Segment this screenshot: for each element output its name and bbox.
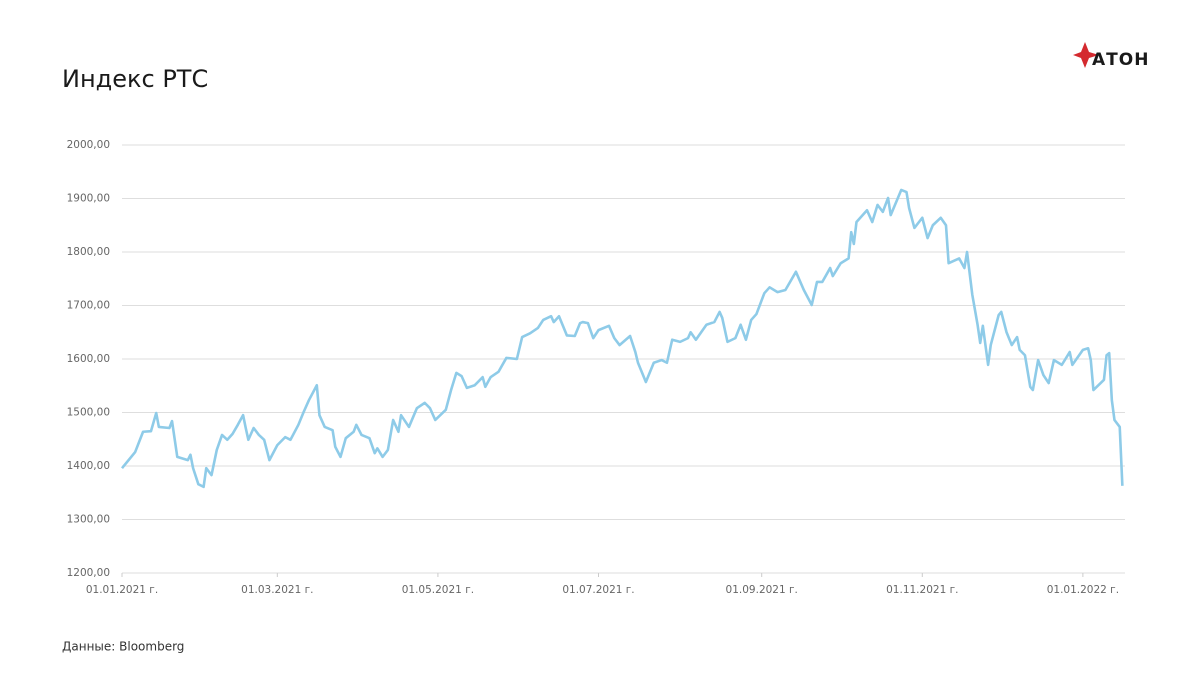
y-tick-label: 1800,00 — [67, 246, 110, 258]
logo-text: АТОН — [1092, 50, 1149, 70]
y-tick-label: 2000,00 — [67, 139, 110, 151]
x-tick-label: 01.11.2021 г. — [886, 584, 958, 596]
chart-title: Индекс РТС — [62, 65, 208, 93]
y-tick-label: 1400,00 — [67, 460, 110, 472]
y-tick-label: 1300,00 — [67, 514, 110, 526]
y-tick-label: 1700,00 — [67, 300, 110, 312]
price-line — [120, 188, 1124, 489]
y-tick-label: 1900,00 — [67, 193, 110, 205]
x-tick-label: 01.09.2021 г. — [726, 584, 798, 596]
logo: АТОН — [1073, 42, 1149, 70]
y-tick-label: 1600,00 — [67, 353, 110, 365]
x-tick-label: 01.01.2022 г. — [1047, 584, 1119, 596]
x-tick-label: 01.03.2021 г. — [241, 584, 313, 596]
x-tick-label: 01.07.2021 г. — [562, 584, 634, 596]
x-tick-label: 01.01.2021 г. — [86, 584, 158, 596]
y-tick-label: 1200,00 — [67, 567, 110, 579]
y-tick-label: 1500,00 — [67, 407, 110, 419]
source-note: Данные: Bloomberg — [62, 640, 184, 654]
x-tick-label: 01.05.2021 г. — [402, 584, 474, 596]
logo-icon — [1073, 42, 1099, 68]
